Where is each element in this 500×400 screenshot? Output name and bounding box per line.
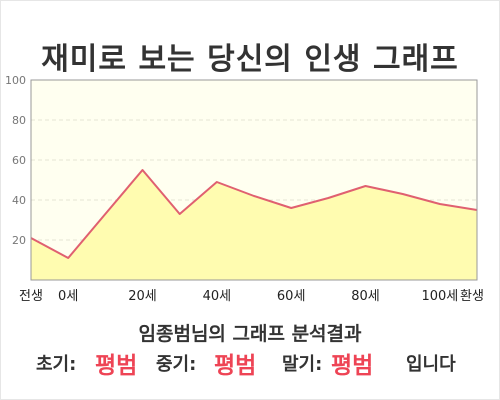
y-axis: 20 40 60 80 100	[5, 74, 26, 247]
result-suffix: 입니다	[406, 354, 456, 375]
x-tick-label: 60세	[277, 289, 306, 304]
early-value: 평범	[95, 353, 138, 379]
x-tick-label: 전생	[19, 289, 43, 304]
plot-border	[30, 79, 478, 281]
late-label: 말기:	[282, 354, 323, 375]
analysis-result: 초기: 평범 중기: 평범 말기: 평범 입니다	[0, 346, 500, 382]
x-tick-label: 40세	[203, 289, 232, 304]
page-title: 재미로 보는 당신의 인생 그래프	[41, 42, 459, 77]
y-tick-label: 40	[12, 194, 26, 207]
x-tick-label: 환생	[460, 289, 484, 304]
x-tick-label: 100세	[421, 289, 458, 304]
y-tick-label: 100	[5, 74, 26, 87]
series-line	[30, 169, 478, 259]
series-area	[31, 170, 477, 280]
y-tick-label: 80	[12, 114, 26, 127]
early-label: 초기:	[36, 354, 77, 375]
y-tick-label: 60	[12, 154, 26, 167]
x-tick-label: 20세	[128, 289, 157, 304]
x-axis: 전생 0세 20세 40세 60세 80세 100세 환생	[19, 289, 484, 304]
analysis-subtitle: 임종범님의 그래프 분석결과	[138, 323, 362, 345]
mid-value: 평범	[214, 353, 257, 379]
y-tick-label: 20	[12, 234, 26, 247]
late-value: 평범	[331, 353, 374, 379]
x-tick-label: 80세	[351, 289, 380, 304]
x-tick-label: 0세	[58, 289, 78, 304]
mid-label: 중기:	[156, 354, 197, 375]
